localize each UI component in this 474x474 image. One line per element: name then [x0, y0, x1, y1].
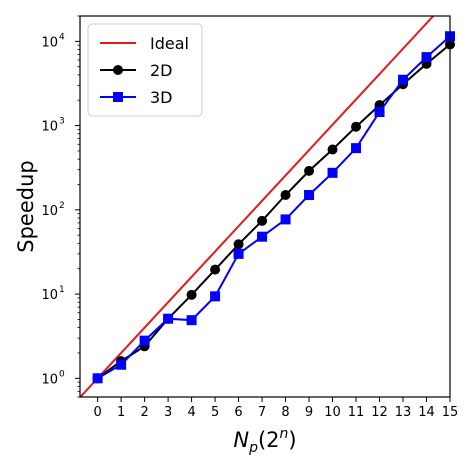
data-point	[116, 359, 127, 370]
legend-item-ideal: Ideal	[100, 34, 189, 53]
x-tick-label: 1	[117, 405, 125, 420]
x-tick-label: 15	[442, 405, 459, 420]
data-point	[257, 215, 268, 226]
data-point	[163, 313, 174, 324]
y-tick-exponent: 2	[59, 201, 65, 211]
x-axis-label: Np(2n)	[233, 426, 296, 456]
legend: Ideal 2D 3D	[87, 23, 203, 117]
x-tick-label: 12	[371, 405, 388, 420]
x-tick-label: 14	[418, 405, 435, 420]
y-tick-label: 10	[41, 35, 58, 50]
data-point	[304, 165, 315, 176]
data-point	[421, 52, 432, 63]
data-point	[327, 144, 338, 155]
data-point	[257, 231, 268, 242]
y-axis-label: Speedup	[14, 160, 38, 252]
series-ideal	[80, 16, 435, 397]
y-tick-exponent: 0	[59, 369, 65, 379]
legend-label: 3D	[150, 88, 173, 107]
x-tick-label: 7	[258, 405, 266, 420]
data-point	[233, 248, 244, 259]
y-tick-exponent: 3	[59, 117, 65, 127]
legend-marker	[113, 92, 123, 102]
data-point	[398, 74, 409, 85]
data-point	[233, 239, 244, 250]
data-point	[374, 107, 385, 118]
data-point	[186, 289, 197, 300]
x-tick-label: 9	[305, 405, 313, 420]
x-tick-label: 10	[324, 405, 341, 420]
y-tick-exponent: 1	[59, 285, 65, 295]
data-point	[210, 264, 221, 275]
x-tick-label: 3	[164, 405, 172, 420]
x-tick-label: 5	[211, 405, 219, 420]
legend-label: 2D	[150, 61, 173, 80]
x-tick-label: 0	[93, 405, 101, 420]
legend-item-3d: 3D	[100, 88, 173, 107]
data-point	[92, 373, 103, 384]
y-tick-label: 10	[41, 120, 58, 135]
x-tick-label: 2	[140, 405, 148, 420]
data-point	[327, 167, 338, 178]
data-point	[351, 121, 362, 132]
series-line-ideal	[80, 16, 435, 397]
plot-frame	[79, 15, 451, 398]
data-point	[351, 143, 362, 154]
x-tick-label: 6	[234, 405, 242, 420]
y-tick-exponent: 4	[59, 32, 65, 42]
data-point	[210, 291, 221, 302]
legend-label: Ideal	[150, 34, 189, 53]
series-line-3d	[97, 35, 451, 380]
data-point	[186, 315, 197, 326]
y-tick-label: 10	[41, 288, 58, 303]
data-point	[304, 190, 315, 201]
data-point	[280, 190, 291, 201]
y-tick-label: 10	[41, 372, 58, 387]
x-tick-label: 8	[281, 405, 289, 420]
data-point	[280, 214, 291, 225]
x-tick-label: 11	[348, 405, 365, 420]
x-tick-label: 13	[395, 405, 412, 420]
legend-marker	[113, 65, 123, 75]
y-tick-label: 10	[41, 204, 58, 219]
data-point	[139, 335, 150, 346]
x-tick-label: 4	[187, 405, 195, 420]
legend-item-2d: 2D	[100, 61, 173, 80]
